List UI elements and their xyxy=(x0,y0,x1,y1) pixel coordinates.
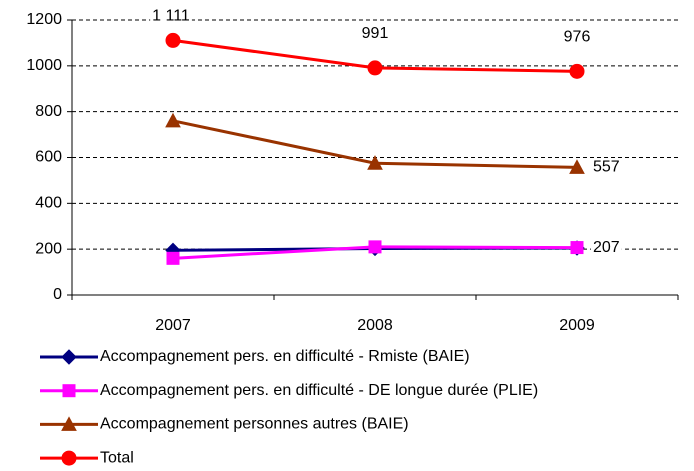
data-point xyxy=(570,241,584,255)
data-label: 207 xyxy=(593,239,620,256)
y-tick-label: 800 xyxy=(35,103,62,120)
y-tick-label: 600 xyxy=(35,149,62,166)
legend-marker xyxy=(62,384,76,398)
data-label-bg xyxy=(591,158,622,176)
y-tick-label: 400 xyxy=(35,195,62,212)
data-point xyxy=(367,60,383,76)
legend-marker xyxy=(61,349,77,365)
legend-label: Accompagnement personnes autres (BAIE) xyxy=(100,416,409,433)
data-point xyxy=(165,112,181,128)
y-tick-label: 0 xyxy=(53,286,62,303)
data-label-bg xyxy=(561,28,593,46)
y-tick-label: 1000 xyxy=(26,57,62,74)
data-point xyxy=(569,63,585,79)
legend-marker xyxy=(61,416,77,431)
x-tick-label: 2007 xyxy=(155,317,191,334)
data-point xyxy=(166,251,180,265)
x-tick-label: 2009 xyxy=(559,317,595,334)
data-label: 976 xyxy=(564,29,591,46)
y-tick-label: 200 xyxy=(35,240,62,257)
data-label-bg xyxy=(359,25,391,43)
legend-label: Total xyxy=(100,449,134,466)
x-tick-label: 2008 xyxy=(357,317,393,334)
data-point xyxy=(569,159,585,174)
data-point xyxy=(368,240,382,254)
y-tick-label: 1200 xyxy=(26,11,62,28)
legend-marker xyxy=(61,450,77,466)
data-label: 1 111 xyxy=(152,8,190,25)
legend-label: Accompagnement pers. en difficulté - Rmi… xyxy=(100,348,470,365)
data-label: 557 xyxy=(593,159,620,176)
legend-label: Accompagnement pers. en difficulté - DE … xyxy=(100,382,538,399)
data-label-bg xyxy=(150,7,192,25)
data-label: 991 xyxy=(362,25,389,42)
data-point xyxy=(367,155,383,170)
data-label-bg xyxy=(591,238,622,256)
data-point xyxy=(165,32,181,48)
